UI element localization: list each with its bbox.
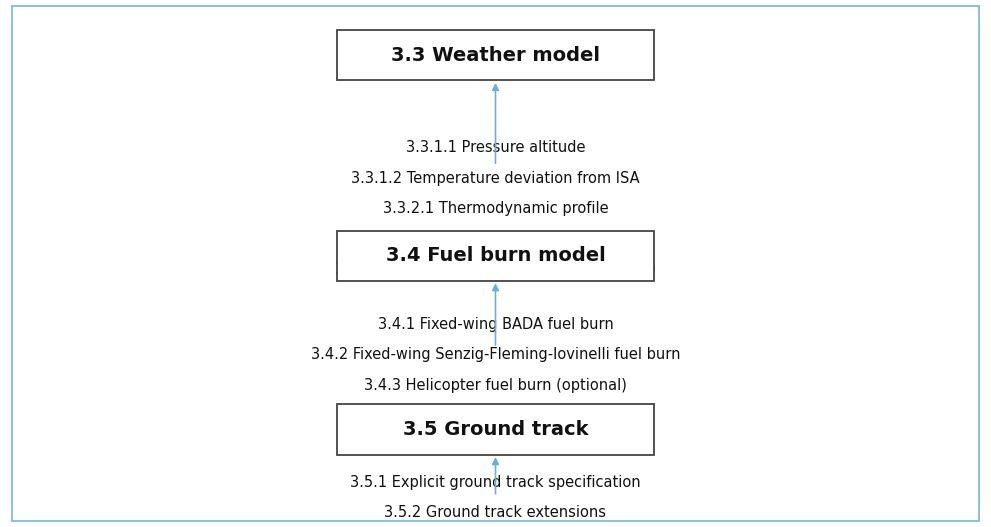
Text: 3.4.1 Fixed-wing BADA fuel burn: 3.4.1 Fixed-wing BADA fuel burn: [378, 317, 613, 331]
Text: 3.3.2.1 Thermodynamic profile: 3.3.2.1 Thermodynamic profile: [383, 201, 608, 216]
FancyBboxPatch shape: [337, 30, 654, 80]
Text: 3.5.1 Explicit ground track specification: 3.5.1 Explicit ground track specificatio…: [350, 475, 641, 490]
Text: 3.3.2.2 Omnidirectional wind (optional): 3.3.2.2 Omnidirectional wind (optional): [352, 232, 639, 247]
Text: 3.4.2 Fixed-wing Senzig-Fleming-Iovinelli fuel burn: 3.4.2 Fixed-wing Senzig-Fleming-Iovinell…: [311, 347, 680, 362]
FancyBboxPatch shape: [337, 231, 654, 280]
Text: 3.3.3 High-fidelity weather model (optional): 3.3.3 High-fidelity weather model (optio…: [335, 262, 656, 277]
Text: 3.5.2 Ground track extensions: 3.5.2 Ground track extensions: [385, 505, 606, 520]
Text: 3.3 Weather model: 3.3 Weather model: [391, 46, 600, 65]
Text: 3.3.1.2 Temperature deviation from ISA: 3.3.1.2 Temperature deviation from ISA: [351, 171, 640, 186]
Text: 3.5 Ground track: 3.5 Ground track: [402, 420, 589, 439]
Text: 3.4 Fuel burn model: 3.4 Fuel burn model: [385, 246, 606, 265]
Text: 3.4.3 Helicopter fuel burn (optional): 3.4.3 Helicopter fuel burn (optional): [364, 378, 627, 393]
Text: 3.3.1.1 Pressure altitude: 3.3.1.1 Pressure altitude: [405, 140, 586, 155]
FancyBboxPatch shape: [337, 405, 654, 454]
